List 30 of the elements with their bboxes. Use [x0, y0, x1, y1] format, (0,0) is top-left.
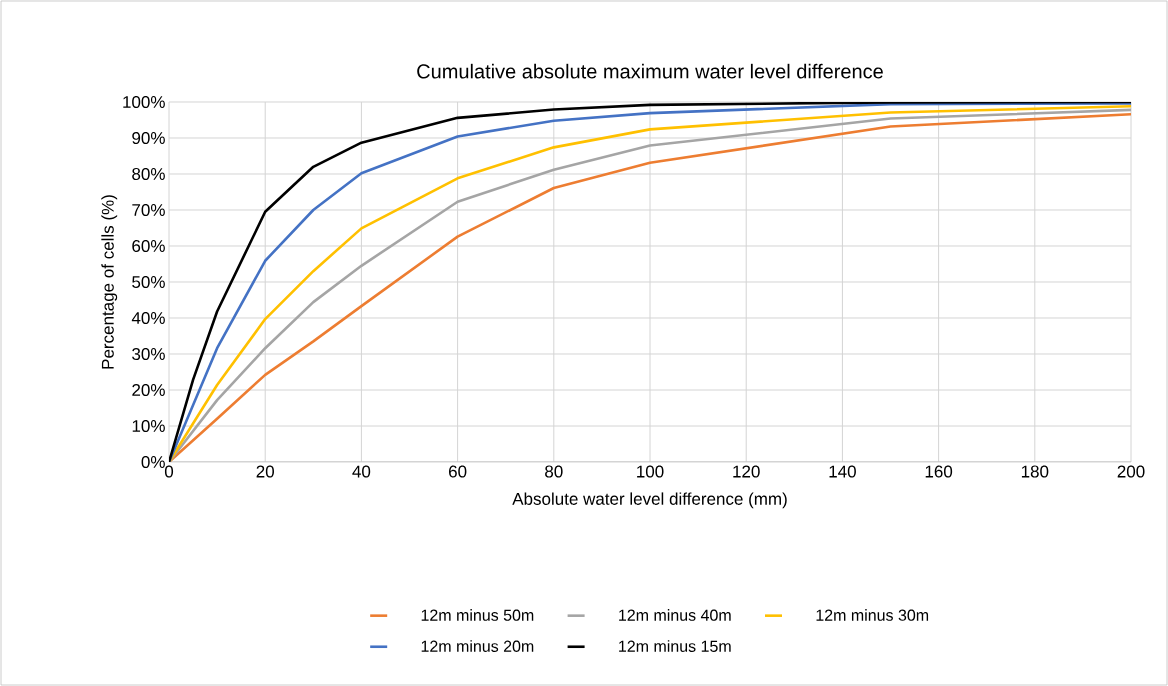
x-tick-label: 0: [164, 465, 174, 478]
x-tick-label: 200: [1117, 465, 1145, 478]
x-tick-label: 140: [829, 465, 856, 478]
y-tick-label: 70%: [132, 203, 165, 217]
y-tick-label: 0%: [141, 455, 165, 469]
legend-label: 12m minus 30m: [816, 609, 929, 621]
x-tick-label: 180: [1021, 465, 1049, 478]
x-tick-label: 100: [637, 465, 664, 478]
legend-label: 12m minus 20m: [421, 640, 534, 652]
x-tick-label: 80: [545, 465, 563, 478]
chart-title: Cumulative absolute maximum water level difference: [417, 63, 883, 79]
x-tick-label: 160: [925, 465, 953, 478]
y-tick-label: 20%: [132, 383, 165, 397]
x-tick-label: 40: [352, 465, 371, 478]
x-tick-label: 60: [449, 465, 467, 478]
x-tick-label: 20: [256, 465, 274, 478]
x-axis-title: Absolute water level difference (mm): [512, 492, 787, 509]
legend-label: 12m minus 40m: [619, 609, 731, 621]
y-axis-title: Percentage of cells (%): [101, 195, 118, 369]
y-tick-label: 100%: [123, 95, 165, 109]
y-tick-label: 10%: [132, 419, 165, 433]
x-tick-label: 120: [733, 465, 760, 478]
y-tick-label: 50%: [132, 275, 165, 289]
legend-label: 12m minus 50m: [421, 609, 534, 621]
y-tick-label: 60%: [132, 239, 165, 253]
y-tick-label: 80%: [132, 167, 165, 181]
y-tick-label: 40%: [131, 311, 165, 325]
y-tick-label: 90%: [132, 131, 165, 145]
y-tick-label: 30%: [132, 347, 165, 361]
legend-label: 12m minus 15m: [619, 640, 731, 652]
